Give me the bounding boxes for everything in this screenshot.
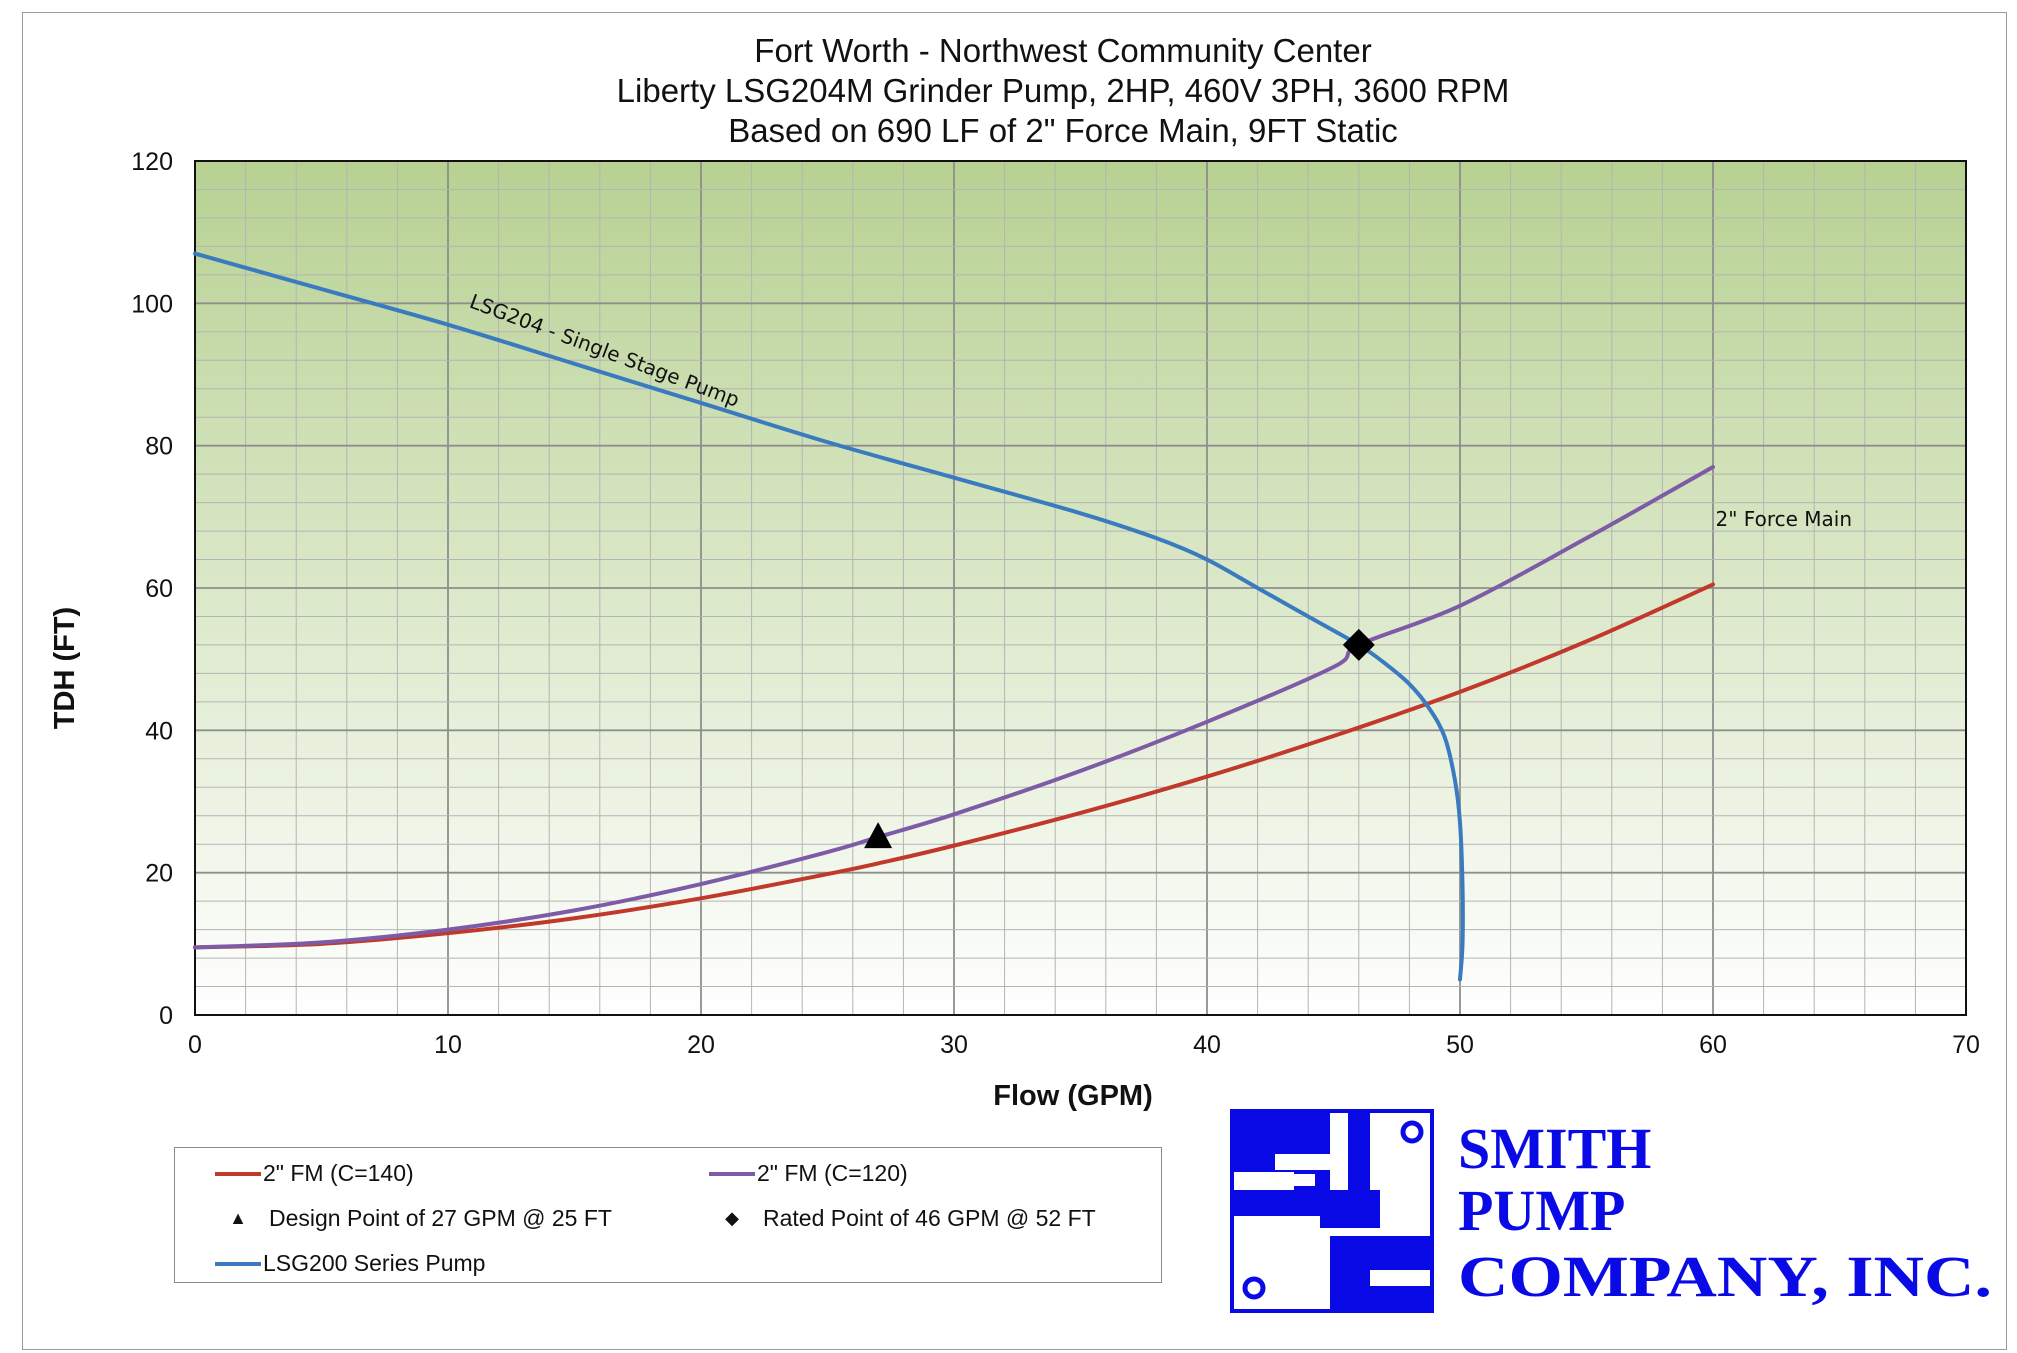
legend-label-rated-point: Rated Point of 46 GPM @ 52 FT [763,1205,1096,1231]
logo-line-pump: PUMP [1458,1178,1626,1243]
force-main-annotation: 2" Force Main [1716,507,1853,531]
x-tick-label: 70 [1952,1031,1980,1059]
y-tick-label: 20 [145,860,173,888]
chart-title-line-3: Based on 690 LF of 2" Force Main, 9FT St… [728,112,1398,149]
spc-emblem-icon [1230,1109,1434,1313]
x-tick-label: 0 [188,1031,202,1059]
operating-points [864,628,1375,849]
legend: 2" FM (C=140) 2" FM (C=120) ▲ Design Poi… [174,1147,1162,1283]
design-point-marker [864,822,893,849]
x-tick-label: 50 [1446,1031,1474,1059]
legend-item-fm-c120: 2" FM (C=120) [709,1160,908,1187]
legend-item-lsg200-pump: LSG200 Series Pump [215,1250,485,1277]
y-tick-label: 100 [131,290,173,318]
y-tick-label: 120 [131,148,173,176]
y-tick-label: 80 [145,433,173,461]
series-line-lsg200-series-pump [193,251,1465,982]
legend-swatch-fm-c120 [709,1171,755,1176]
y-tick-label: 0 [159,1002,173,1030]
series-line-2-fm-c-120 [193,465,1715,950]
legend-label-fm-c140: 2" FM (C=140) [263,1160,414,1186]
gridlines [195,161,1966,1015]
legend-swatch-fm-c140 [215,1171,261,1176]
x-tick-label: 40 [1193,1031,1221,1059]
legend-item-design-point: ▲ Design Point of 27 GPM @ 25 FT [215,1205,612,1232]
y-tick-label: 40 [145,717,173,745]
smith-pump-company-logo: SMITH PUMP COMPANY, INC. [1230,1109,1992,1313]
legend-swatch-lsg200-pump [215,1261,261,1266]
x-tick-label: 60 [1699,1031,1727,1059]
chart-title-line-2: Liberty LSG204M Grinder Pump, 2HP, 460V … [617,72,1510,109]
series-line-2-fm-c-140 [193,582,1715,950]
x-tick-label: 10 [434,1031,462,1059]
logo-line-smith: SMITH [1458,1116,1651,1181]
legend-label-lsg200-pump: LSG200 Series Pump [263,1250,486,1276]
x-axis-label: Flow (GPM) [993,1080,1152,1112]
y-tick-label: 60 [145,575,173,603]
rated-point-marker [1342,628,1375,661]
legend-item-fm-c140: 2" FM (C=140) [215,1160,414,1187]
y-axis-label: TDH (FT) [49,607,81,729]
x-tick-label: 30 [940,1031,968,1059]
plot-border [194,160,1967,1016]
triangle-marker-icon: ▲ [229,1208,247,1228]
diamond-marker-icon: ◆ [725,1208,739,1228]
series-lines [193,251,1715,982]
legend-label-design-point: Design Point of 27 GPM @ 25 FT [269,1205,612,1231]
tick-labels: 0 10 20 30 40 50 60 70 0 20 40 60 80 100 120 [131,148,1980,1059]
legend-item-rated-point: ◆ Rated Point of 46 GPM @ 52 FT [709,1205,1096,1232]
chart-title-line-1: Fort Worth - Northwest Community Center [754,32,1371,69]
x-tick-label: 20 [687,1031,715,1059]
legend-label-fm-c120: 2" FM (C=120) [757,1160,908,1186]
logo-line-company: COMPANY, INC. [1458,1244,1992,1309]
